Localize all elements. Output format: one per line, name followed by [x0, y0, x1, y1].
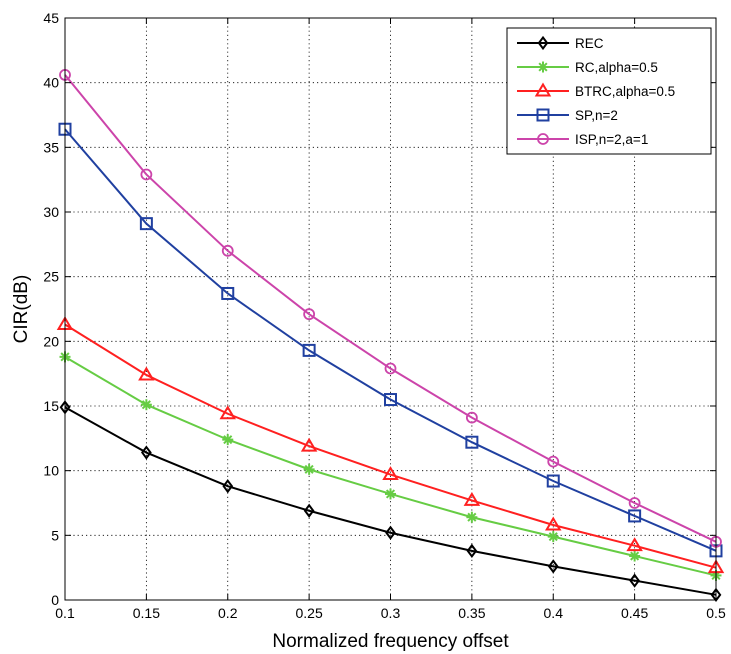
star-marker-stroke	[385, 489, 396, 499]
data-point-marker	[465, 435, 479, 449]
star-marker-stroke	[141, 400, 151, 410]
x-tick-label: 0.5	[706, 605, 726, 621]
x-axis-title: Normalized frequency offset	[272, 631, 509, 652]
x-tick-label: 0.1	[55, 605, 75, 621]
data-point-marker	[628, 509, 642, 523]
series-4	[59, 69, 722, 548]
y-tick-label: 25	[43, 269, 59, 285]
tick-labels: 0.1 0.15 0.2 0.25 0.3 0.35 0.4 0.45 0.5 0 5 10 15 20 2…	[43, 10, 726, 621]
legend-item: BTRC,alpha=0.5	[517, 82, 675, 99]
data-point-marker	[547, 455, 560, 468]
legend-item: SP,n=2	[517, 108, 618, 123]
y-axis-title: CIR(dB)	[11, 275, 32, 344]
data-point-marker	[466, 543, 478, 559]
data-point-marker	[303, 308, 316, 321]
x-tick-label: 0.15	[133, 605, 160, 621]
star-marker-stroke	[223, 435, 233, 445]
data-point-marker	[140, 399, 152, 411]
data-point-marker	[141, 445, 152, 460]
star-marker-stroke	[548, 532, 558, 542]
x-tick-label: 0.2	[218, 605, 238, 621]
series-3	[58, 122, 723, 558]
x-tick-label: 0.3	[381, 605, 401, 621]
legend-label: SP,n=2	[575, 108, 618, 123]
y-tick-label: 35	[43, 139, 59, 155]
data-point-marker	[384, 362, 397, 375]
data-point-marker	[303, 463, 315, 475]
legend-label: RC,alpha=0.5	[575, 60, 658, 75]
data-point-marker	[138, 366, 155, 381]
y-tick-label: 45	[43, 10, 59, 26]
data-point-marker	[544, 516, 562, 531]
data-point-marker	[629, 573, 640, 588]
x-tick-label: 0.4	[544, 605, 564, 621]
data-point-marker	[385, 488, 396, 500]
star-marker-stroke	[630, 551, 640, 561]
series-line	[64, 128, 717, 552]
axis-ticks	[64, 17, 717, 601]
data-point-marker	[546, 474, 560, 488]
legend-item: ISP,n=2,a=1	[517, 132, 648, 147]
legend-label: ISP,n=2,a=1	[575, 132, 648, 147]
data-point-marker	[302, 343, 316, 357]
y-tick-label: 15	[43, 398, 59, 414]
data-point-marker	[629, 550, 641, 562]
star-marker-stroke	[304, 464, 314, 474]
legend-label: BTRC,alpha=0.5	[575, 84, 675, 99]
data-point-marker	[219, 405, 237, 420]
legend-item: REC	[517, 35, 604, 51]
series-line	[64, 406, 717, 596]
y-tick-label: 5	[51, 527, 59, 543]
legend-marker	[537, 133, 549, 145]
y-tick-label: 30	[43, 204, 59, 220]
data-point-marker	[140, 168, 153, 181]
x-tick-label: 0.45	[621, 605, 648, 621]
data-point-marker	[221, 286, 235, 300]
legend-marker	[534, 82, 552, 97]
star-marker-stroke	[467, 512, 477, 522]
data-point-marker	[384, 393, 397, 407]
data-point-marker	[300, 437, 318, 452]
data-point-marker	[547, 559, 559, 574]
legend-label: REC	[575, 36, 604, 51]
legend: REC RC,alpha=0.5 BTRC,alpha=0.5 SP,n=2 ISP,n…	[506, 27, 712, 155]
legend-item: RC,alpha=0.5	[517, 60, 658, 75]
data-point-marker	[628, 497, 641, 509]
series-0	[59, 400, 722, 602]
legend-marker	[537, 61, 549, 73]
series-line	[64, 74, 717, 543]
data-point-marker	[221, 244, 234, 257]
series-line	[64, 323, 717, 569]
data-point-marker	[463, 491, 481, 506]
data-point-marker	[466, 511, 478, 523]
y-tick-label: 0	[51, 592, 59, 608]
star-marker-stroke	[538, 62, 548, 72]
data-point-marker	[465, 411, 478, 424]
data-point-marker	[382, 466, 399, 481]
y-tick-label: 10	[43, 463, 59, 479]
x-tick-label: 0.25	[296, 605, 323, 621]
x-tick-label: 0.35	[458, 605, 485, 621]
data-point-marker	[385, 525, 396, 540]
data-point-marker	[222, 434, 234, 446]
y-tick-label: 40	[43, 75, 59, 91]
y-tick-label: 20	[43, 333, 59, 349]
legend-marker	[537, 35, 549, 51]
data-point-marker	[303, 503, 315, 518]
data-point-marker	[626, 537, 643, 552]
data-point-marker	[547, 531, 559, 543]
legend-marker	[536, 108, 550, 122]
data-point-marker	[222, 479, 234, 494]
series-2	[56, 316, 725, 574]
data-point-marker	[139, 217, 153, 231]
